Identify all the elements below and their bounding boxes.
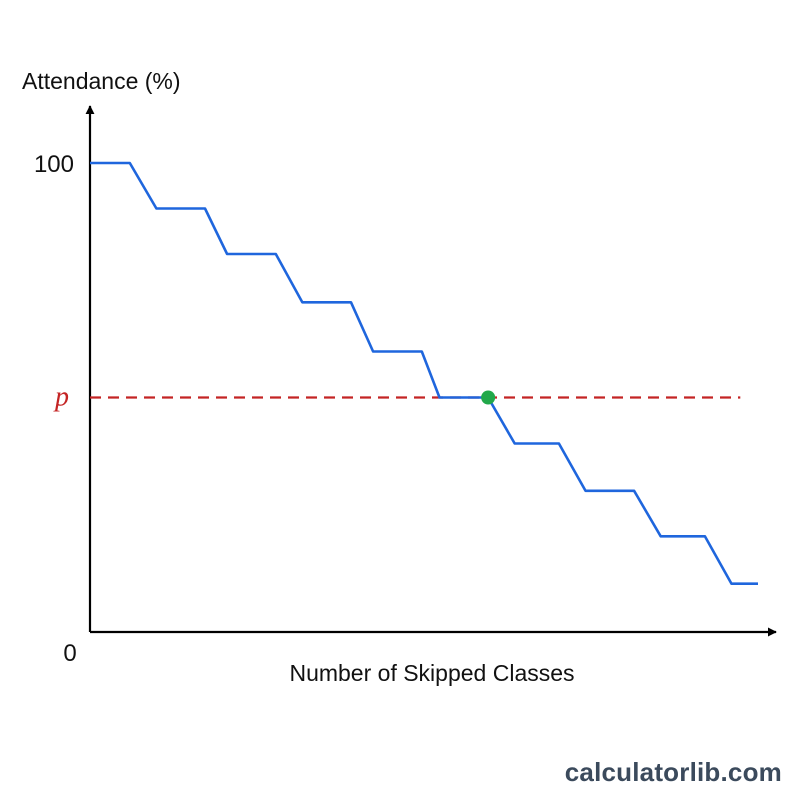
threshold-label: p (53, 382, 69, 413)
attendance-series-line (90, 161, 758, 586)
site-watermark: calculatorlib.com (564, 757, 782, 787)
marker-layer (481, 390, 496, 405)
x-axis-title: Number of Skipped Classes (289, 660, 574, 686)
y-tick-label: 0 (63, 640, 76, 667)
y-tick-labels: 100 0 (34, 151, 77, 667)
y-tick-label: 100 (34, 151, 74, 178)
y-axis-title: Attendance (%) (22, 68, 181, 94)
series-layer (90, 161, 758, 586)
threshold-crossing-point (481, 390, 496, 405)
